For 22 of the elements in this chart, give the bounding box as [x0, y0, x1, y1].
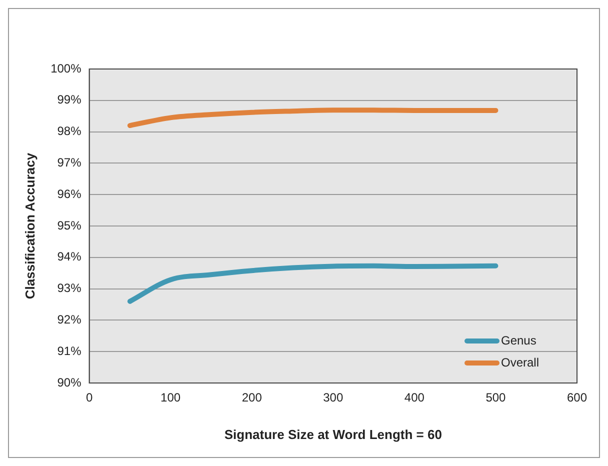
y-tick-label: 92%	[57, 312, 82, 327]
y-tick-label: 96%	[57, 186, 82, 201]
x-tick-label: 100	[160, 390, 181, 405]
y-tick-label: 100%	[50, 61, 82, 76]
y-tick-label: 97%	[57, 156, 82, 170]
x-tick-label: 400	[404, 390, 425, 405]
x-tick-label: 200	[242, 390, 262, 405]
y-tick-label: 90%	[57, 375, 82, 390]
y-axis-title: Classification Accuracy	[22, 152, 38, 300]
y-tick-label: 99%	[57, 92, 82, 107]
x-tick-label: 300	[323, 390, 344, 405]
x-axis-title: Signature Size at Word Length = 60	[224, 426, 442, 442]
legend-label: Genus	[501, 333, 536, 348]
y-tick-label: 94%	[57, 250, 82, 264]
y-tick-label: 91%	[57, 344, 82, 358]
y-tick-label: 95%	[57, 218, 82, 232]
x-tick-label: 600	[566, 390, 588, 405]
x-tick-label: 500	[486, 390, 506, 405]
y-tick-label: 98%	[57, 124, 82, 138]
y-tick-label: 93%	[57, 281, 82, 296]
x-tick-label: 0	[86, 390, 93, 405]
legend-label: Overall	[501, 355, 540, 370]
